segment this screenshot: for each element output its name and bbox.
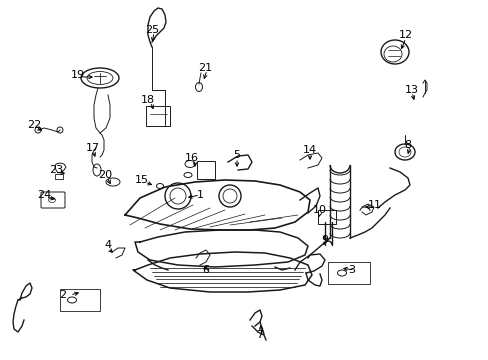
Text: 10: 10	[312, 205, 326, 215]
Text: 7: 7	[256, 330, 263, 340]
Bar	[327, 262, 369, 284]
Text: 17: 17	[86, 143, 100, 153]
Text: 14: 14	[303, 145, 316, 155]
Text: 18: 18	[141, 95, 155, 105]
Text: 16: 16	[184, 153, 199, 163]
Text: 11: 11	[367, 200, 381, 210]
Text: 5: 5	[233, 150, 240, 160]
Text: 25: 25	[144, 25, 159, 35]
Text: 4: 4	[104, 240, 111, 250]
Text: 6: 6	[202, 265, 209, 275]
Text: 9: 9	[321, 235, 328, 245]
Text: 19: 19	[71, 70, 85, 80]
Text: 3: 3	[348, 265, 355, 275]
Bar	[60, 289, 100, 311]
Text: 22: 22	[27, 120, 41, 130]
Text: 2: 2	[60, 290, 66, 300]
Text: 15: 15	[135, 175, 149, 185]
Text: 24: 24	[37, 190, 51, 200]
Text: 12: 12	[398, 30, 412, 40]
Text: 23: 23	[49, 165, 63, 175]
Text: 8: 8	[404, 140, 411, 150]
Text: 1: 1	[196, 190, 203, 200]
Bar	[55, 174, 63, 179]
Bar	[197, 161, 215, 179]
Text: 13: 13	[404, 85, 418, 95]
Text: 21: 21	[198, 63, 212, 73]
Bar	[317, 210, 335, 224]
Text: 20: 20	[98, 170, 112, 180]
